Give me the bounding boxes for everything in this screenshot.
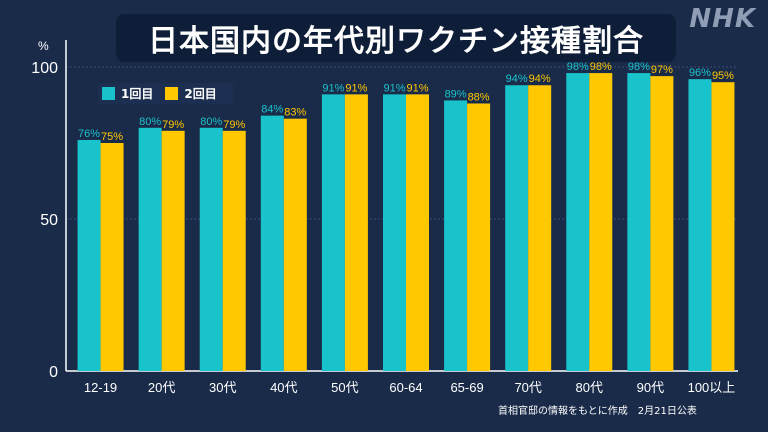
chart-legend: 1回目 2回目 — [98, 83, 233, 104]
chart-title: 日本国内の年代別ワクチン接種割合 — [148, 24, 644, 59]
legend-item-series1: 1回目 — [102, 85, 153, 102]
bar-65-69-2 — [467, 103, 491, 371]
data-label-100以上-2: 95% — [712, 70, 734, 82]
data-label-50代-2: 91% — [345, 82, 367, 94]
x-tick-label-100以上: 100以上 — [688, 380, 736, 395]
x-tick-label-50代: 50代 — [331, 380, 358, 395]
bar-100以上-2 — [711, 82, 735, 371]
data-label-20代-1: 80% — [139, 116, 161, 128]
bar-80代-1 — [566, 73, 590, 371]
data-label-65-69-2: 88% — [468, 91, 490, 103]
data-label-12-19-2: 75% — [101, 131, 123, 143]
bar-90代-1 — [627, 73, 651, 371]
bar-20代-1 — [138, 127, 162, 371]
bar-70代-1 — [505, 85, 529, 372]
bar-100以上-1 — [688, 79, 712, 371]
data-label-30代-1: 80% — [200, 116, 222, 128]
x-tick-label-30代: 30代 — [209, 380, 236, 395]
x-tick-label-60-64: 60-64 — [389, 380, 422, 395]
bar-12-19-1 — [77, 139, 101, 371]
data-label-40代-2: 83% — [284, 107, 306, 119]
data-label-90代-1: 98% — [628, 61, 650, 73]
source-note: 首相官邸の情報をもとに作成 2月21日公表 — [498, 406, 697, 417]
legend-label-series1: 1回目 — [121, 87, 154, 101]
bar-30代-1 — [199, 127, 223, 371]
bar-50代-1 — [321, 94, 345, 372]
bar-50代-2 — [344, 94, 368, 372]
y-tick-label-100: 100 — [31, 60, 58, 77]
data-label-70代-1: 94% — [506, 73, 528, 85]
bar-90代-2 — [650, 76, 674, 372]
bar-65-69-1 — [444, 100, 468, 371]
nhk-logo: NHK — [689, 4, 756, 34]
data-label-50代-1: 91% — [322, 82, 344, 94]
x-tick-label-40代: 40代 — [270, 380, 297, 395]
bar-60-64-1 — [383, 94, 406, 372]
data-label-100以上-1: 96% — [689, 67, 711, 79]
data-label-60-64-2: 91% — [406, 82, 428, 94]
y-tick-label-0: 0 — [49, 364, 58, 381]
bar-40代-1 — [260, 115, 284, 371]
y-axis-unit: % — [38, 39, 49, 53]
data-label-60-64-1: 91% — [383, 82, 405, 94]
bar-30代-2 — [222, 130, 246, 371]
data-label-20代-2: 79% — [162, 119, 184, 131]
bar-70代-2 — [528, 85, 552, 372]
data-label-40代-1: 84% — [261, 104, 283, 116]
legend-item-series2: 2回目 — [165, 85, 217, 102]
bar-40代-2 — [283, 118, 307, 372]
data-label-80代-1: 98% — [567, 61, 589, 73]
data-label-30代-2: 79% — [223, 119, 245, 131]
legend-label-series2: 2回目 — [184, 87, 217, 101]
data-label-12-19-1: 76% — [78, 128, 100, 140]
bar-12-19-2 — [100, 143, 124, 371]
x-tick-label-80代: 80代 — [576, 380, 603, 395]
x-tick-label-65-69: 65-69 — [450, 380, 483, 395]
legend-swatch-series1 — [102, 87, 115, 100]
bar-60-64-2 — [406, 94, 429, 372]
data-label-90代-2: 97% — [651, 64, 673, 76]
x-tick-label-12-19: 12-19 — [84, 380, 117, 395]
data-label-70代-2: 94% — [529, 73, 551, 85]
chart-title-box: 日本国内の年代別ワクチン接種割合 — [116, 14, 676, 62]
data-label-80代-2: 98% — [590, 61, 612, 73]
legend-swatch-series2 — [165, 87, 179, 100]
bar-20代-2 — [161, 130, 185, 371]
bar-80代-2 — [589, 73, 613, 371]
x-tick-label-20代: 20代 — [148, 380, 175, 395]
x-tick-label-90代: 90代 — [637, 380, 664, 395]
x-tick-label-70代: 70代 — [514, 380, 541, 395]
y-tick-label-50: 50 — [40, 212, 58, 229]
data-label-65-69-1: 89% — [445, 88, 467, 100]
